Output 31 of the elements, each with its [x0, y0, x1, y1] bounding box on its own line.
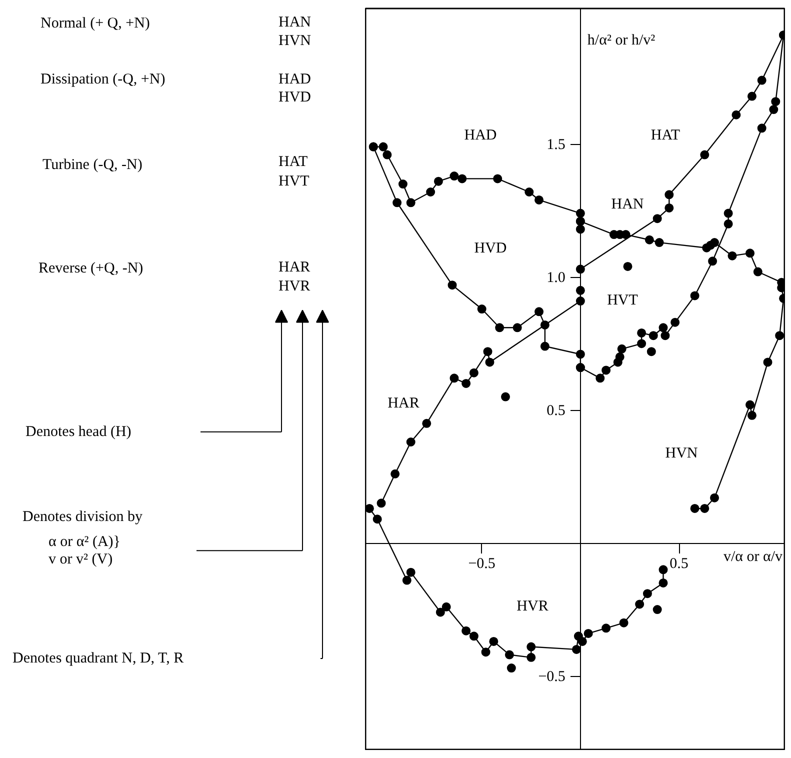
y-tick-label: 0.5: [546, 403, 566, 420]
text: Denotes division by: [22, 509, 143, 526]
annotation: HVT: [607, 292, 638, 308]
text: HVR: [278, 278, 310, 295]
annotation: HVR: [516, 598, 548, 614]
text: α or α² (A)}: [48, 534, 120, 550]
annotation: HVD: [474, 240, 507, 256]
text: HAD: [278, 72, 312, 88]
text: HAT: [278, 154, 308, 170]
y-tick-label: 1.5: [546, 137, 566, 154]
text: Dissipation (-Q, +N): [40, 72, 166, 88]
annotation: HVN: [665, 446, 698, 462]
text: Reverse (+Q, -N): [38, 260, 144, 277]
text: HVD: [278, 90, 312, 106]
text: v or v² (V): [48, 552, 113, 568]
text: Denotes quadrant N, D, T, R: [12, 650, 184, 666]
y-tick-label: −0.5: [538, 669, 566, 686]
annotation: HAT: [650, 128, 680, 144]
y-axis-title: h/α² or h/v²: [587, 32, 656, 48]
annotation: HAR: [388, 396, 420, 412]
annotation: HAD: [464, 128, 497, 144]
text: Turbine (-Q, -N): [42, 156, 142, 173]
text: HVT: [278, 174, 310, 190]
y-tick-label: 1.0: [546, 270, 566, 286]
x-axis-title: v/α or α/v: [723, 549, 783, 566]
annotation: HAN: [611, 196, 644, 212]
text: HVN: [278, 33, 312, 50]
text: HAR: [278, 260, 310, 276]
text: Denotes head (H): [26, 424, 132, 440]
text: HAN: [278, 14, 312, 30]
text: Normal (+ Q, +N): [40, 15, 150, 32]
